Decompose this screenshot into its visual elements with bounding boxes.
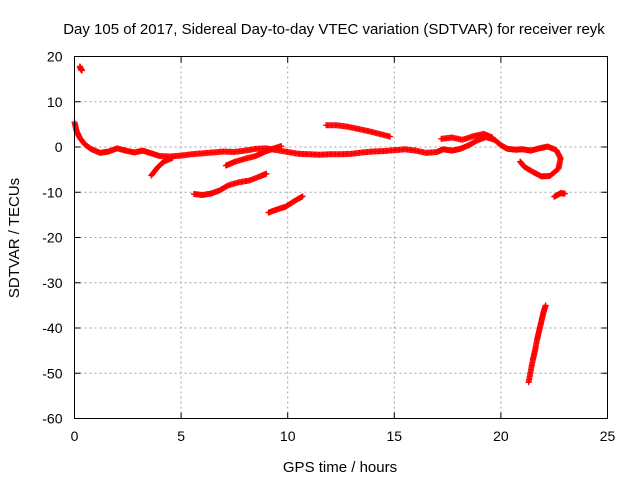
data-point xyxy=(489,134,496,141)
data-marks xyxy=(71,63,568,386)
data-point xyxy=(299,193,306,200)
x-tick-label: 5 xyxy=(177,428,185,444)
y-tick-label: 10 xyxy=(47,94,63,110)
data-point xyxy=(387,133,394,140)
y-tick-label: 20 xyxy=(47,49,63,65)
y-tick-label: 0 xyxy=(55,139,63,155)
y-tick-label: -50 xyxy=(42,365,62,381)
chart-title: Day 105 of 2017, Sidereal Day-to-day VTE… xyxy=(63,21,605,38)
y-tick-label: -10 xyxy=(42,184,62,200)
x-tick-label: 0 xyxy=(71,428,79,444)
y-tick-label: -20 xyxy=(42,230,62,246)
x-axis-label: GPS time / hours xyxy=(283,459,397,476)
x-tick-label: 10 xyxy=(280,428,296,444)
data-point xyxy=(561,190,568,197)
data-point xyxy=(517,158,524,165)
data-point xyxy=(169,154,176,161)
y-tick-label: -30 xyxy=(42,275,62,291)
data-point xyxy=(542,302,549,309)
ticks: 0 5 10 15 20 25 -60 -50 -40 -30 -20 -10 0 10 20 xyxy=(42,49,615,445)
grid xyxy=(74,56,608,419)
data-point xyxy=(278,143,285,150)
y-axis-label: SDTVAR / TECUs xyxy=(6,178,23,298)
x-tick-label: 15 xyxy=(387,428,403,444)
data-point xyxy=(78,67,85,74)
y-tick-label: -40 xyxy=(42,320,62,336)
y-tick-label: -60 xyxy=(42,411,62,427)
x-tick-label: 25 xyxy=(600,428,616,444)
plot-frame xyxy=(74,56,608,419)
data-point xyxy=(263,170,270,177)
x-tick-label: 20 xyxy=(493,428,509,444)
